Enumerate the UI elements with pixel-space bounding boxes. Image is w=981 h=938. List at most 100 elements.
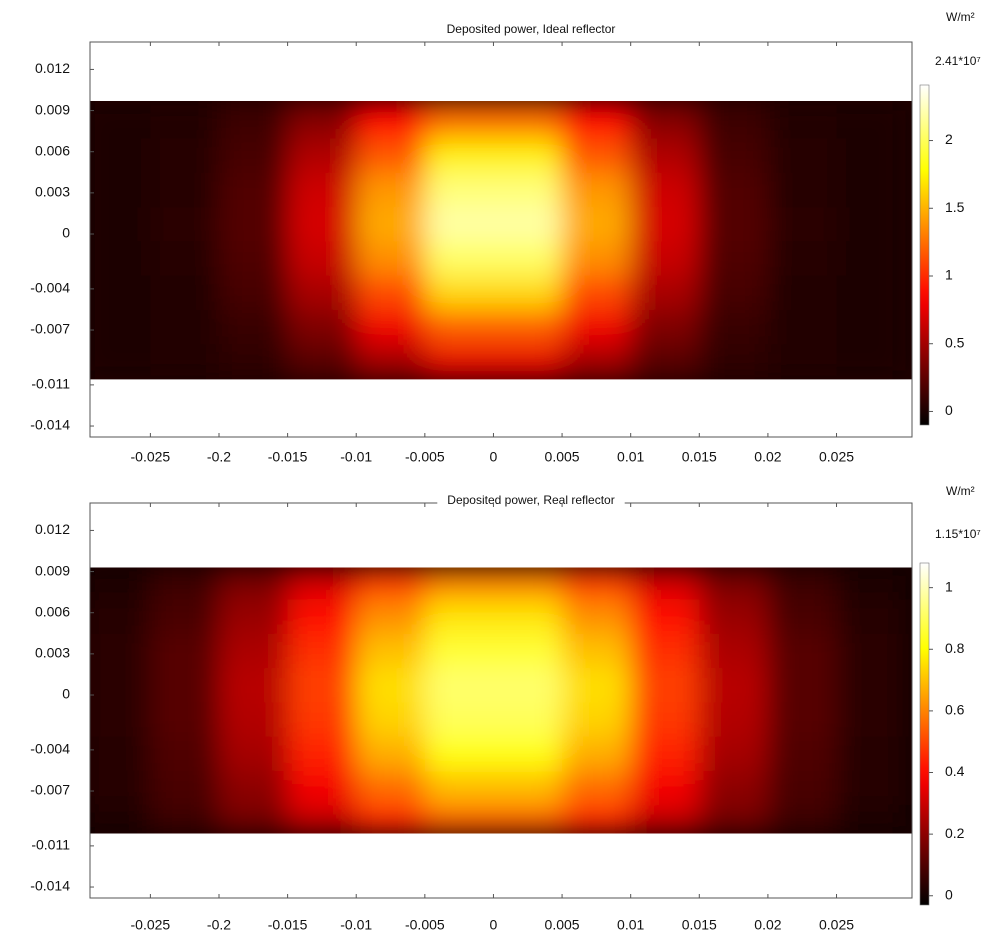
heatmap-cell [356, 100, 426, 139]
heatmap-cell [90, 206, 151, 242]
heatmap-cell [150, 701, 220, 737]
x-tick-label: 0.005 [545, 449, 580, 465]
heatmap-cell [836, 770, 906, 806]
colorbar-tick-label: 0 [945, 886, 953, 902]
heatmap-cell [356, 275, 426, 310]
heatmap-cell [90, 804, 151, 834]
heatmap-cell [356, 701, 426, 737]
heatmap-cell [218, 240, 289, 276]
heatmap-cell [150, 667, 220, 703]
heatmap-cell [287, 567, 357, 600]
x-tick-label: 0.005 [545, 917, 580, 933]
heatmap-cell [356, 172, 426, 208]
heatmap-cell [90, 599, 151, 634]
heatmap-cell [424, 736, 494, 771]
heatmap-cell [150, 275, 220, 310]
y-tick-label: -0.004 [30, 741, 70, 757]
heatmap-cell [90, 667, 151, 703]
y-tick-label: 0.003 [35, 645, 70, 661]
heatmap-cell [424, 275, 494, 310]
heatmap-cell [767, 172, 838, 208]
heatmap-cell [699, 100, 769, 139]
y-tick-label: -0.014 [30, 417, 70, 433]
heatmap-cell [493, 172, 563, 208]
heatmap-cell [836, 172, 906, 208]
heatmap-cell [493, 736, 563, 771]
heatmap-cell [562, 701, 632, 737]
heatmap-cell [699, 770, 769, 806]
heatmap-cell [150, 804, 220, 834]
heatmap-cell [424, 343, 494, 380]
heatmap-cell [356, 599, 426, 634]
heatmap-cell [836, 567, 906, 600]
heatmap [90, 567, 912, 834]
heatmap-cells [90, 567, 906, 834]
heatmap-cell [836, 275, 906, 310]
y-tick-label: -0.014 [30, 878, 70, 894]
x-tick-label: 0.01 [617, 917, 644, 933]
heatmap-cell [287, 275, 357, 310]
x-tick-label: -0.005 [405, 449, 445, 465]
heatmap-cell [562, 138, 632, 173]
heatmap-cell [836, 138, 906, 173]
heatmap-cell [90, 770, 151, 806]
heatmap-cell [218, 100, 289, 139]
colorbar-tick-label: 0.2 [945, 825, 965, 841]
heatmap-cell [218, 599, 289, 634]
heatmap-cell [562, 599, 632, 634]
heatmap-cell [90, 633, 151, 669]
heatmap-cell [424, 567, 494, 600]
x-tick-label: 0 [490, 449, 498, 465]
heatmap-cell [150, 100, 220, 139]
x-tick-label: -0.2 [207, 917, 231, 933]
x-tick-label: -0.025 [131, 917, 171, 933]
heatmap-cell [150, 599, 220, 634]
heatmap-cell [562, 736, 632, 771]
y-tick-label: -0.007 [30, 321, 70, 337]
heatmap-cell [699, 804, 769, 834]
heatmap-cell [218, 138, 289, 173]
heatmap-cell [218, 736, 289, 771]
heatmap-cell [424, 701, 494, 737]
y-tick-label: 0.006 [35, 142, 70, 158]
y-tick-label: -0.011 [31, 837, 70, 853]
heatmap-cell [150, 343, 220, 380]
heatmap-cell [630, 138, 700, 173]
heatmap-cell [630, 599, 700, 634]
heatmap-cell [630, 736, 700, 771]
heatmap-cell [424, 309, 494, 345]
colorbar-max-label: 1.15*10⁷ [935, 527, 981, 541]
heatmap-cell [218, 275, 289, 310]
x-tick-label: -0.2 [207, 449, 231, 465]
heatmap-cell [287, 100, 357, 139]
x-tick-label: -0.01 [340, 917, 372, 933]
y-tick-label: 0.009 [35, 101, 70, 117]
heatmap-cell [218, 309, 289, 345]
heatmap-cell [699, 343, 769, 380]
heatmap-cell [493, 701, 563, 737]
heatmap-cell [287, 138, 357, 173]
heatmap-cell [287, 343, 357, 380]
y-tick-label: 0 [62, 225, 70, 241]
colorbar-max-label: 2.41*10⁷ [935, 54, 981, 68]
colorbar-tick-label: 0.5 [945, 334, 965, 350]
heatmap-cell [150, 736, 220, 771]
heatmap-cell [424, 804, 494, 834]
heatmap-cell [287, 633, 357, 669]
heatmap-cell [287, 736, 357, 771]
colorbar-tick-label: 1 [945, 267, 953, 283]
heatmap-cell [493, 804, 563, 834]
heatmap-cell [767, 138, 838, 173]
heatmap-cell [630, 667, 700, 703]
x-tick-label: -0.015 [268, 917, 308, 933]
x-tick-label: -0.015 [268, 449, 308, 465]
heatmap-cell [218, 633, 289, 669]
heatmap-cell [836, 633, 906, 669]
heatmap-cell [836, 100, 906, 139]
heatmap-cell [90, 100, 151, 139]
heatmap-cell [287, 701, 357, 737]
heatmap-cell [424, 770, 494, 806]
y-tick-label: 0 [62, 686, 70, 702]
colorbar-units: W/m² [946, 10, 975, 24]
heatmap-cell [218, 770, 289, 806]
